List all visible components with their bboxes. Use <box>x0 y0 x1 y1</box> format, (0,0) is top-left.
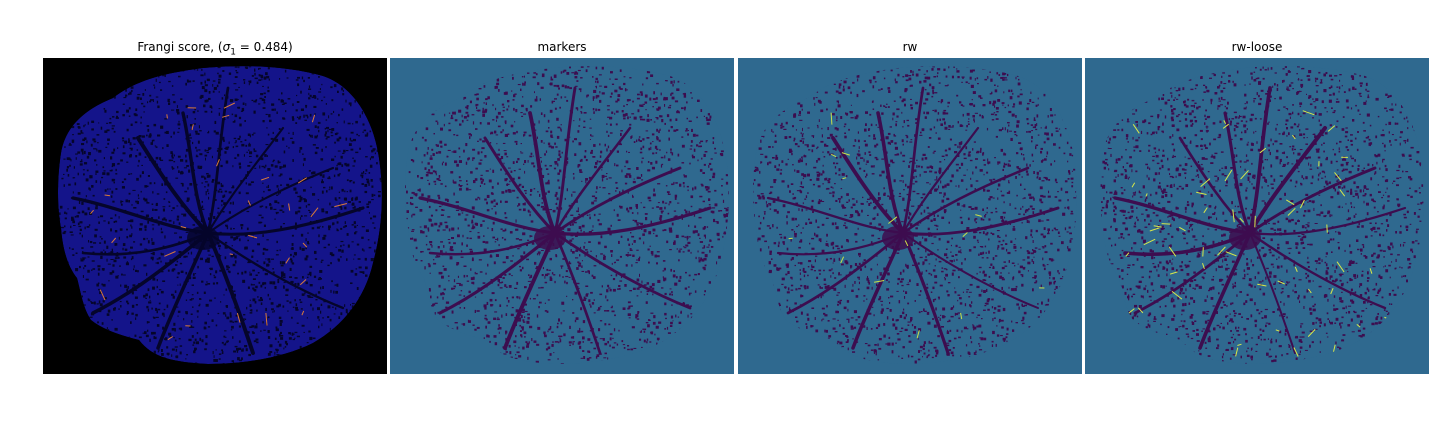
markers-image <box>390 58 734 374</box>
markers-image-canvas <box>390 58 734 374</box>
markers-panel-title: markers <box>537 40 587 54</box>
frangi-title-prefix: Frangi score, ( <box>137 40 223 54</box>
frangi-title-sigma: σ <box>222 40 231 54</box>
frangi-title-sub: 1 <box>230 47 236 58</box>
frangi-image-canvas <box>43 58 387 374</box>
vessel-tree <box>71 86 365 355</box>
rw-loose-panel-title: rw-loose <box>1231 40 1283 54</box>
frangi-title-suffix: = 0.484) <box>235 40 293 54</box>
fundus-region <box>405 66 729 364</box>
frangi-panel-title: Frangi score, (σ1 = 0.484) <box>43 40 387 57</box>
highlight-streaks <box>1117 110 1391 357</box>
highlight-streaks <box>788 112 1045 339</box>
fundus-region <box>58 66 382 364</box>
vessel-tree <box>766 86 1060 355</box>
vessel-tree <box>418 86 712 355</box>
rw-loose-image-canvas <box>1085 58 1429 374</box>
frangi-image <box>43 58 387 374</box>
highlight-streaks <box>90 102 348 349</box>
rw-loose-image <box>1085 58 1429 374</box>
fundus-region <box>753 66 1077 364</box>
rw-panel-title: rw <box>902 40 918 54</box>
rw-image <box>738 58 1082 374</box>
rw-image-canvas <box>738 58 1082 374</box>
fundus-region <box>1100 66 1424 364</box>
vessel-tree <box>1113 86 1407 354</box>
